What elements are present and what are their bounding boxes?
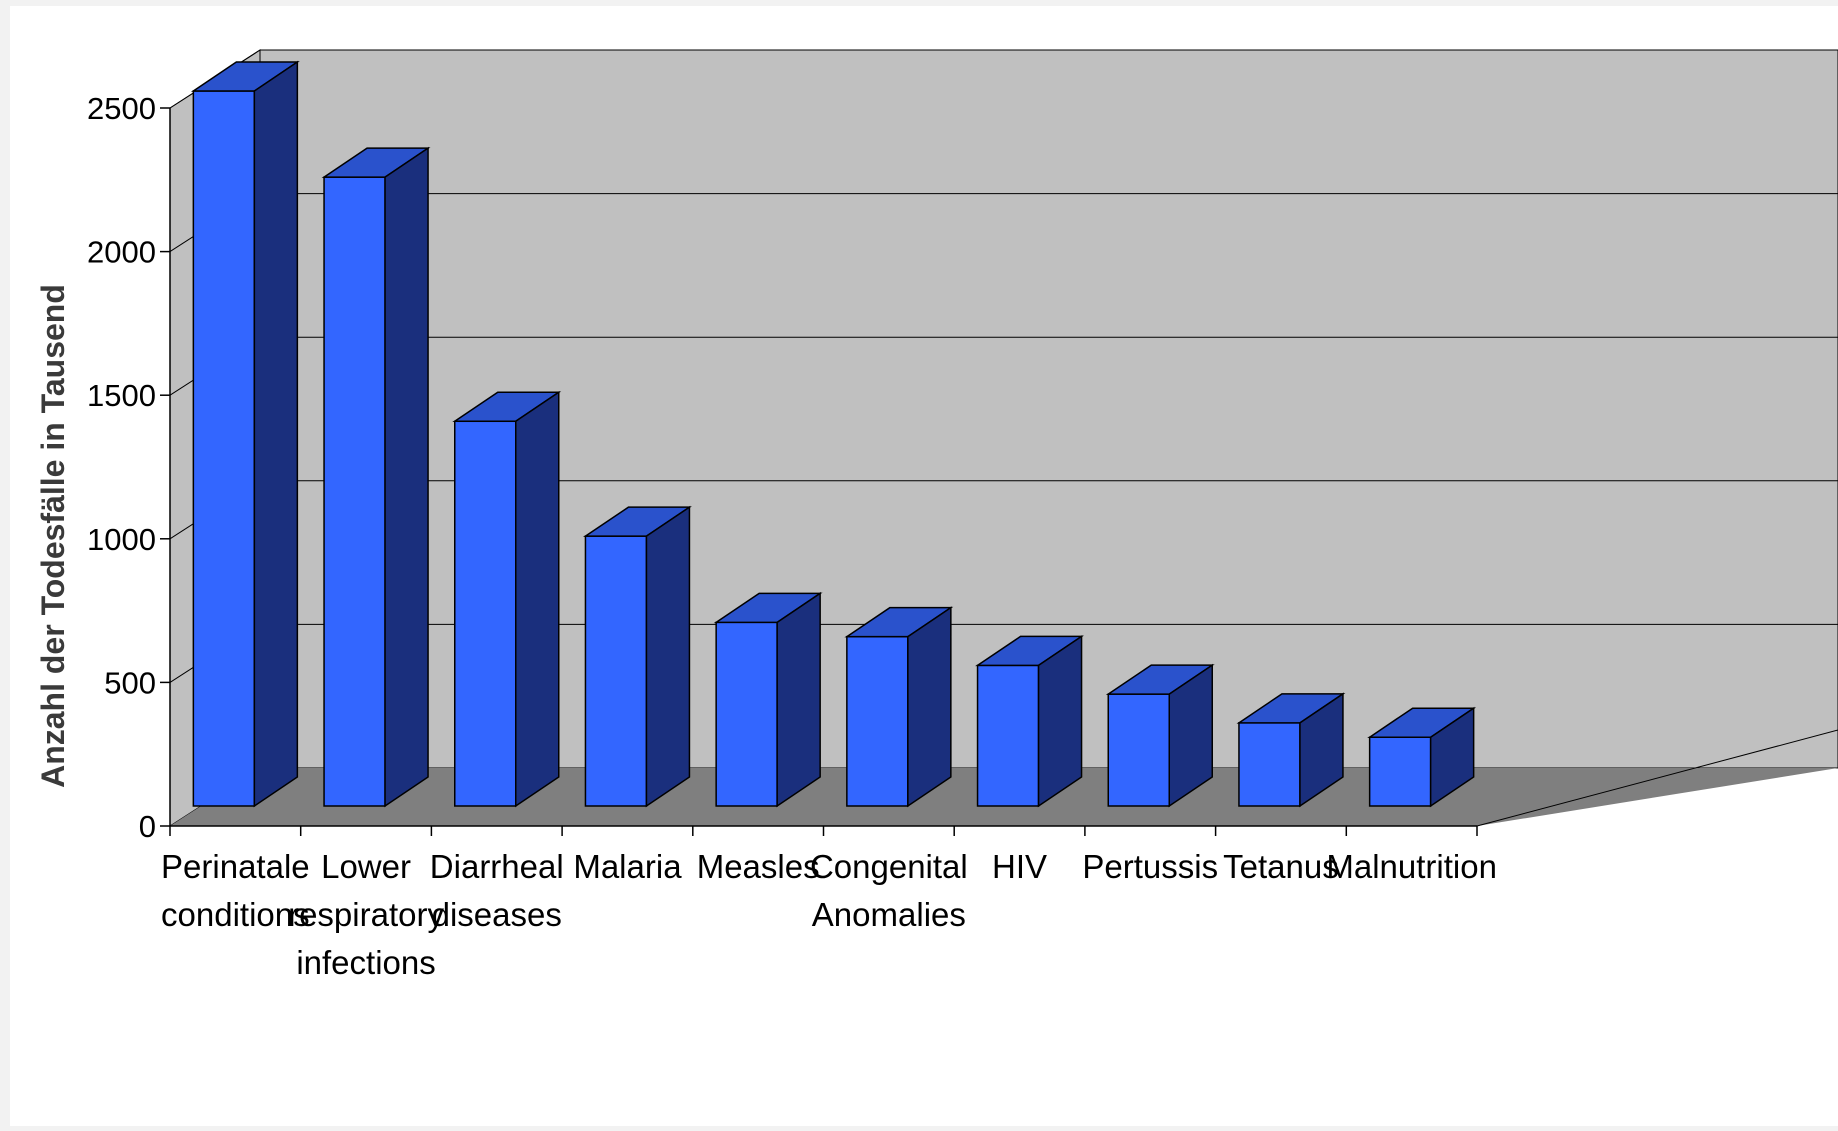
bar-front: [192, 90, 256, 807]
category-labels: Perinatale conditions Lower respiratory infe…: [161, 848, 1497, 981]
bar-front: [1107, 693, 1170, 807]
bar-side: [1429, 706, 1475, 808]
bar-front: [976, 664, 1040, 807]
bar-side: [907, 606, 952, 808]
category-label: Diarrheal diseases: [430, 848, 564, 933]
category-label-line: Lower: [321, 848, 411, 885]
category-label-line: diseases: [432, 896, 562, 933]
category-label-line: Pertussis: [1082, 848, 1218, 885]
category-label-line: HIV: [992, 848, 1047, 885]
bar-front: [584, 535, 648, 807]
bar: [844, 606, 954, 808]
bar: [190, 60, 300, 808]
bar: [975, 634, 1085, 808]
bar-front: [1368, 736, 1432, 807]
y-tick-label: 2000: [87, 235, 156, 270]
bar: [582, 505, 692, 808]
bar: [1105, 663, 1215, 808]
category-label-line: Perinatale: [161, 848, 310, 885]
bar-side: [645, 505, 691, 808]
bars: [190, 60, 1477, 808]
category-label-line: infections: [296, 944, 435, 981]
y-tick-label: 500: [104, 665, 156, 700]
category-label-line: Malnutrition: [1326, 848, 1497, 885]
y-tick-labels: 0 500 1000 1500 2000 2500: [87, 91, 170, 844]
category-label: Lower respiratory infections: [288, 848, 444, 981]
category-label: Congenital Anomalies: [810, 848, 968, 933]
category-label: Pertussis: [1082, 848, 1218, 885]
category-label: Tetanus: [1223, 848, 1339, 885]
category-label-line: Malaria: [573, 848, 682, 885]
bar-front: [323, 176, 386, 807]
bar-side: [1168, 663, 1213, 808]
bar-side: [1299, 692, 1344, 808]
y-tick-label: 1500: [87, 378, 156, 413]
bar-front: [715, 621, 778, 807]
bar: [713, 591, 823, 808]
bar-chart: 0 500 1000 1500 2000 2500 Perinatale condition…: [35, 49, 1838, 981]
bar-side: [776, 591, 821, 808]
bar-front: [454, 420, 517, 807]
bar: [452, 390, 562, 808]
bar-side: [515, 390, 560, 808]
category-label: Measles: [697, 848, 820, 885]
y-tick-label: 2500: [87, 91, 156, 126]
category-label: HIV: [992, 848, 1047, 885]
y-tick-label: 1000: [87, 522, 156, 557]
category-label-line: Anomalies: [812, 896, 966, 933]
category-label-line: Tetanus: [1223, 848, 1339, 885]
category-label: Malnutrition: [1326, 848, 1497, 885]
y-tick-label: 0: [139, 809, 156, 844]
floor-edge: [1476, 729, 1838, 827]
bar: [1236, 692, 1346, 808]
bar-front: [846, 635, 909, 807]
category-label-line: respiratory: [288, 896, 444, 933]
bar-side: [1037, 634, 1083, 808]
category-label-line: conditions: [161, 896, 310, 933]
bar-front: [1238, 722, 1301, 807]
bar-side: [253, 60, 299, 808]
axes: [169, 108, 1478, 836]
category-label-line: Diarrheal: [430, 848, 564, 885]
chart-container: 0 500 1000 1500 2000 2500 Perinatale condition…: [10, 6, 1838, 1126]
category-label-line: Measles: [697, 848, 820, 885]
category-label: Perinatale conditions: [161, 848, 310, 933]
category-label-line: Congenital: [810, 848, 968, 885]
bar: [1367, 706, 1477, 808]
bar: [321, 146, 431, 808]
category-label: Malaria: [573, 848, 682, 885]
bar-side: [384, 146, 429, 808]
y-axis-label: Anzahl der Todesfälle in Tausend: [35, 284, 71, 788]
